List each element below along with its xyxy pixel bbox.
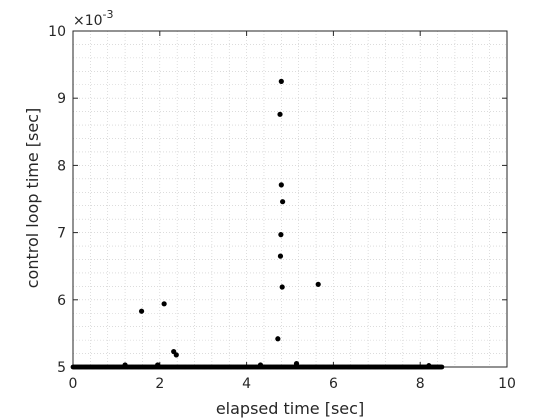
y-tick-label: 10 bbox=[48, 24, 66, 40]
y-exponent-power: -3 bbox=[103, 8, 114, 21]
markers bbox=[70, 78, 445, 370]
x-tick-label: 6 bbox=[329, 376, 338, 392]
data-point bbox=[426, 363, 432, 369]
data-point bbox=[280, 199, 286, 205]
y-exponent-label: ×10-3 bbox=[73, 8, 114, 29]
x-tick-label: 8 bbox=[416, 376, 425, 392]
labels: elapsed time [sec] control loop time [se… bbox=[23, 8, 364, 418]
data-point bbox=[122, 362, 128, 368]
x-tick-label: 4 bbox=[242, 376, 251, 392]
data-point bbox=[275, 336, 281, 342]
data-point bbox=[257, 362, 264, 368]
x-tick-label: 2 bbox=[155, 376, 164, 392]
data-point bbox=[315, 281, 321, 287]
data-point bbox=[161, 301, 167, 307]
data-point bbox=[155, 362, 161, 368]
y-exponent-base: ×10 bbox=[73, 13, 103, 29]
y-tick-label: 8 bbox=[57, 158, 66, 174]
data-point bbox=[278, 78, 284, 84]
data-point bbox=[279, 284, 285, 290]
x-axis-label: elapsed time [sec] bbox=[216, 399, 364, 418]
data-point bbox=[173, 352, 179, 358]
y-tick-label: 7 bbox=[57, 226, 66, 242]
x-tick-label: 0 bbox=[69, 376, 78, 392]
y-axis-label: control loop time [sec] bbox=[23, 108, 42, 289]
data-point bbox=[277, 253, 284, 259]
data-point bbox=[293, 361, 300, 367]
data-point bbox=[439, 364, 445, 370]
x-tick-label: 10 bbox=[498, 376, 516, 392]
data-point bbox=[278, 182, 284, 188]
data-point bbox=[138, 308, 145, 314]
data-point bbox=[278, 232, 284, 238]
y-tick-label: 9 bbox=[57, 91, 66, 107]
data-point bbox=[277, 111, 283, 117]
y-tick-label: 6 bbox=[57, 293, 66, 309]
y-tick-label: 5 bbox=[57, 360, 66, 376]
